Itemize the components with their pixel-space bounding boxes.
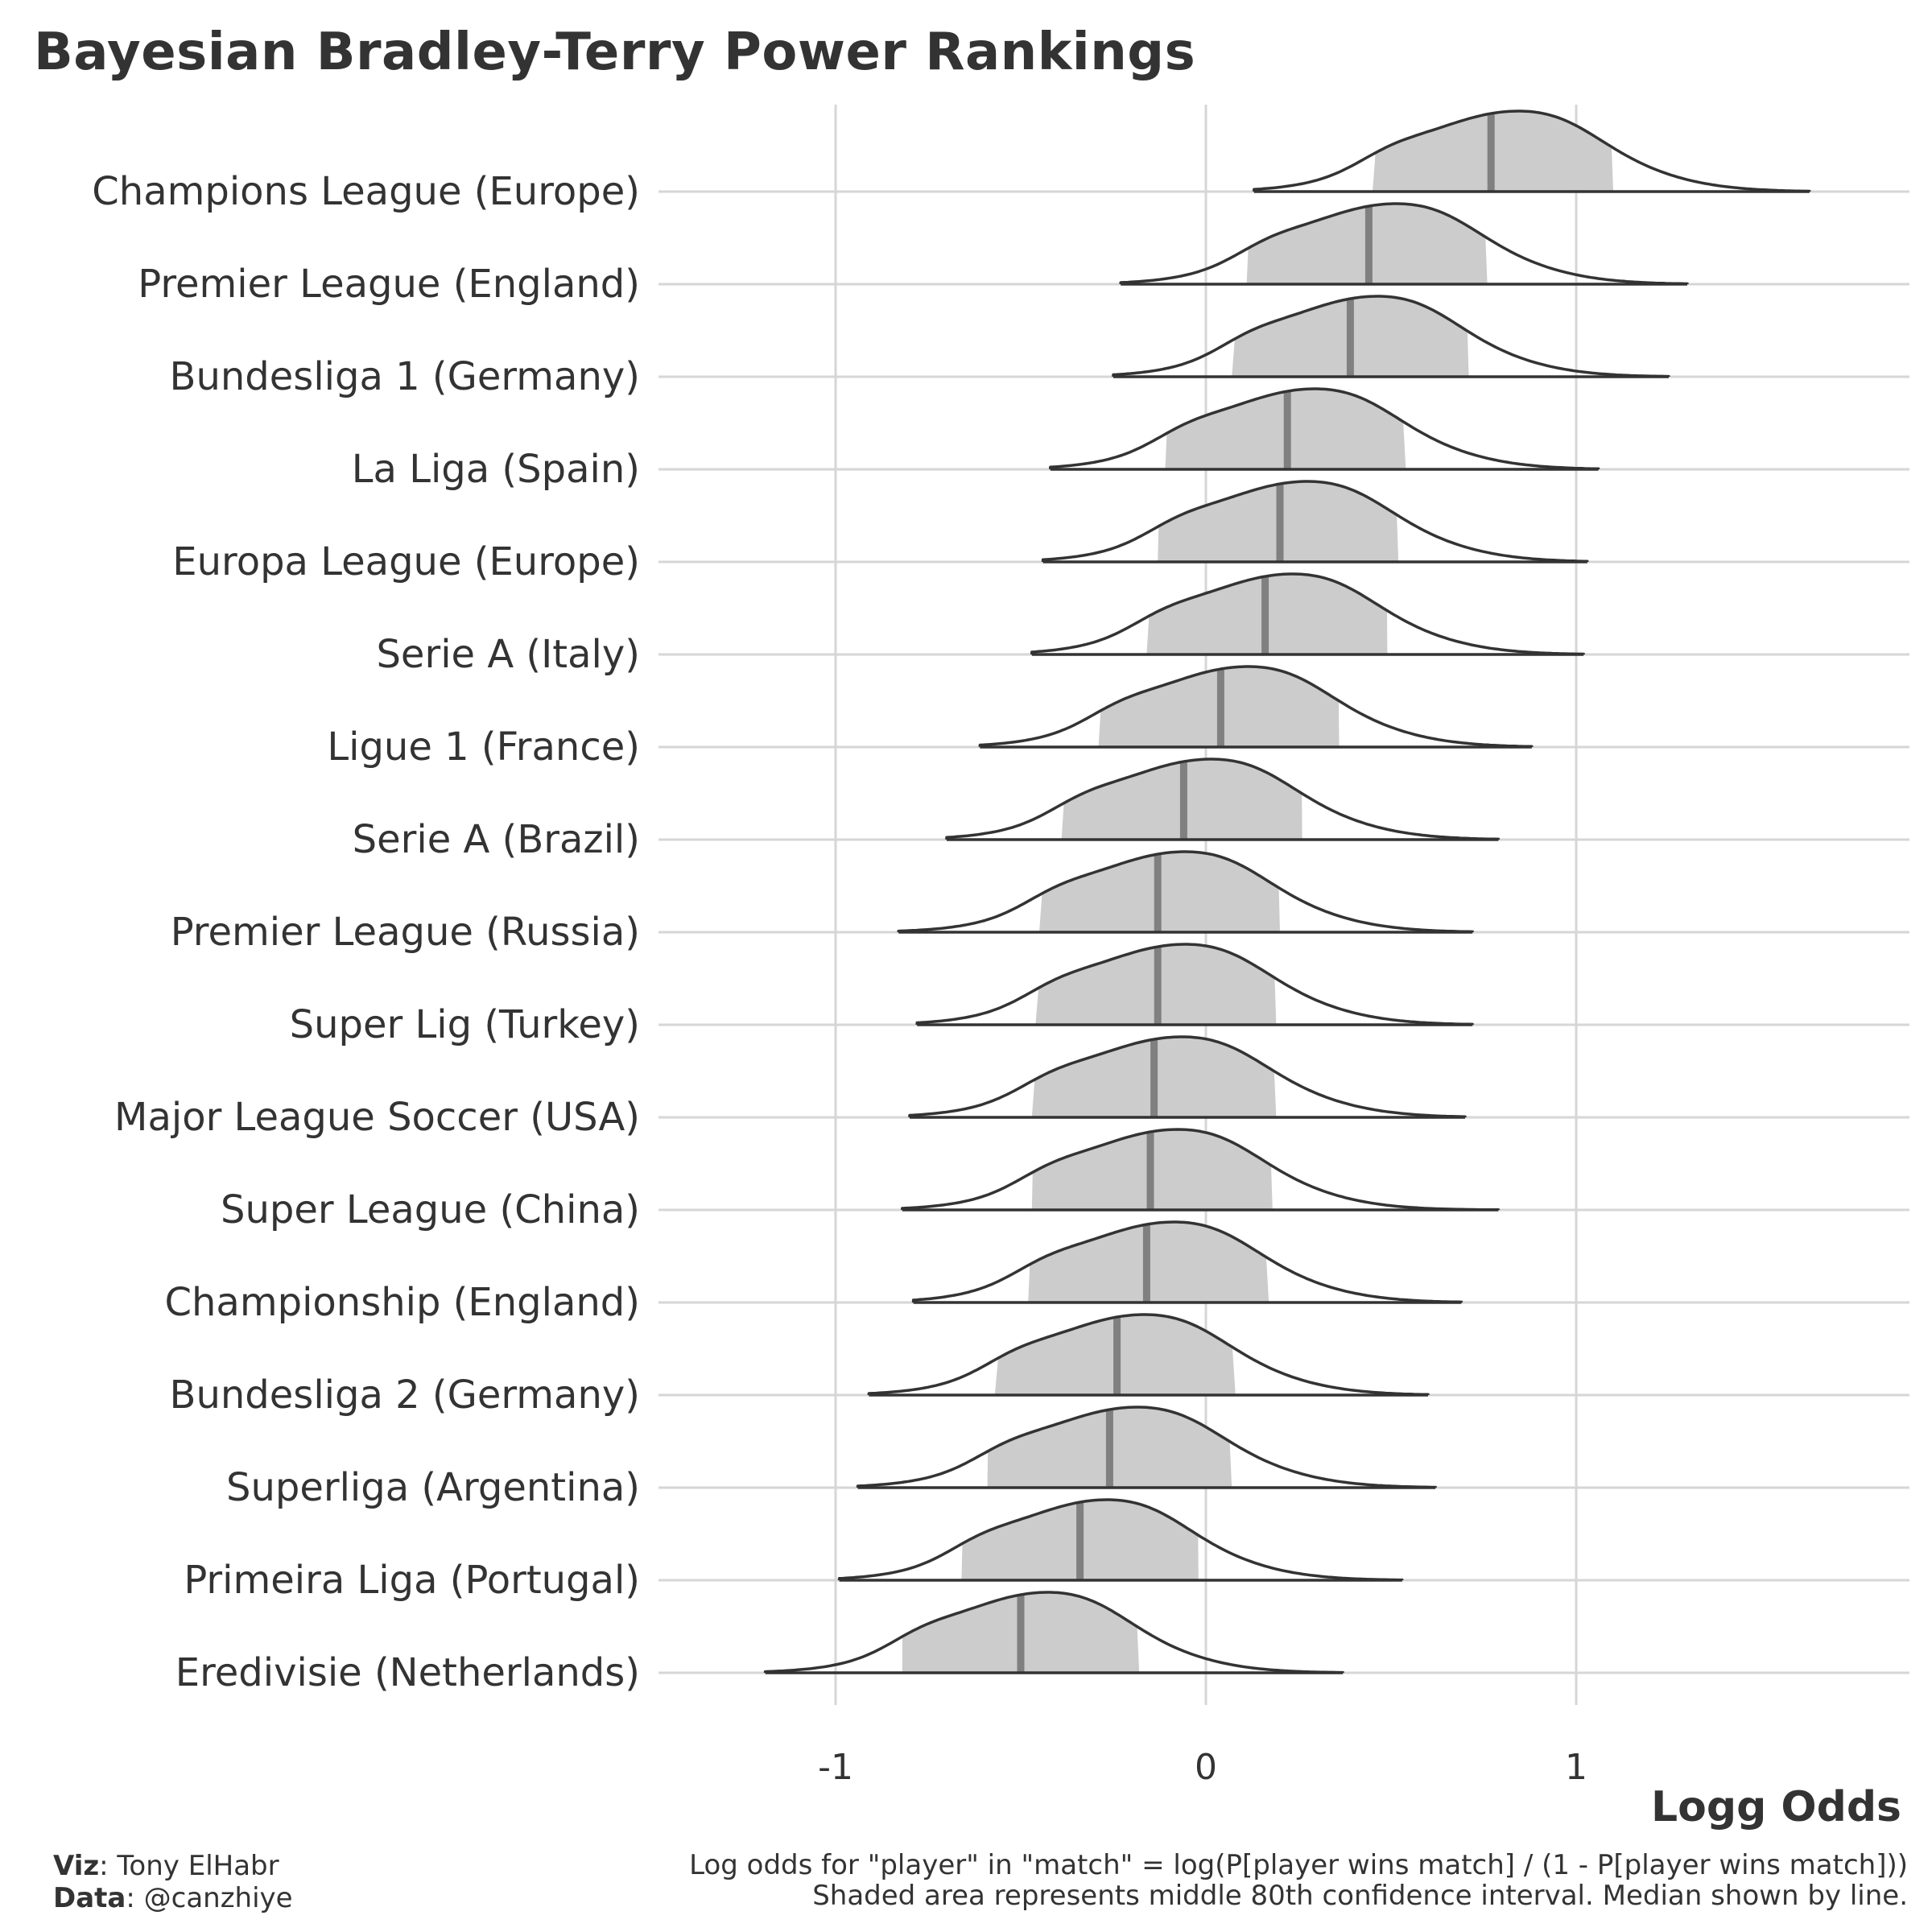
- density-outline: [901, 1128, 1501, 1212]
- ridge: [897, 850, 1474, 934]
- density-outline: [978, 665, 1534, 749]
- density-outline: [837, 1498, 1404, 1582]
- credit-data-label: Data: [53, 1882, 126, 1914]
- caption-note: Log odds for "player" in "match" = log(P…: [689, 1850, 1908, 1911]
- density-outline: [867, 1313, 1430, 1397]
- y-tick-label: Bundesliga 2 (Germany): [170, 1373, 640, 1418]
- y-tick-label: Primeira Liga (Portugal): [184, 1558, 640, 1603]
- credit-data-value: : @canzhiye: [126, 1882, 293, 1914]
- y-axis-labels: Champions League (Europe) Premier League …: [92, 169, 640, 1695]
- x-tick-label: 0: [1195, 1747, 1217, 1788]
- x-tick-label: -1: [818, 1747, 853, 1788]
- caption-credits: Viz: Tony ElHabr Data: @canzhiye: [53, 1850, 293, 1914]
- density-outline: [911, 1220, 1463, 1304]
- ridges: [763, 109, 1811, 1674]
- x-axis-title: Logg Odds: [1651, 1783, 1901, 1831]
- credit-viz-value: : Tony ElHabr: [99, 1850, 279, 1882]
- density-outline: [856, 1406, 1437, 1489]
- ridge: [945, 758, 1501, 841]
- ridge: [915, 943, 1474, 1026]
- ridge: [1030, 572, 1585, 656]
- x-tick-label: 1: [1565, 1747, 1587, 1788]
- y-tick-label: La Liga (Spain): [352, 447, 640, 492]
- ridge: [978, 665, 1534, 749]
- density-outline: [1041, 480, 1589, 564]
- ridge: [1119, 202, 1689, 286]
- density-outline: [908, 1035, 1467, 1118]
- density-outline: [1030, 572, 1585, 656]
- ridge: [1041, 480, 1589, 564]
- ridge: [837, 1498, 1404, 1582]
- y-tick-label: Serie A (Italy): [376, 632, 640, 677]
- density-outline: [1119, 202, 1689, 286]
- y-tick-label: Ligue 1 (France): [327, 724, 640, 770]
- y-tick-label: Bundesliga 1 (Germany): [170, 354, 640, 399]
- ridge: [1049, 387, 1600, 471]
- ridge: [1112, 295, 1670, 378]
- ridge: [856, 1406, 1437, 1489]
- density-outline: [1253, 109, 1811, 193]
- density-outline: [915, 943, 1474, 1026]
- x-axis-ticks: -1 0 1: [818, 1747, 1587, 1788]
- density-outline: [763, 1591, 1344, 1674]
- y-tick-label: Superliga (Argentina): [226, 1465, 640, 1510]
- y-tick-label: Champions League (Europe): [92, 169, 640, 214]
- chart-title: Bayesian Bradley-Terry Power Rankings: [34, 23, 1196, 82]
- y-tick-label: Premier League (England): [138, 262, 640, 307]
- credit-viz: Viz: Tony ElHabr: [53, 1850, 293, 1882]
- density-outline: [1049, 387, 1600, 471]
- density-outline: [897, 850, 1474, 934]
- caption-note-line1: Log odds for "player" in "match" = log(P…: [689, 1849, 1908, 1881]
- y-tick-label: Premier League (Russia): [171, 910, 640, 955]
- credit-viz-label: Viz: [53, 1850, 100, 1882]
- ridge: [901, 1128, 1501, 1212]
- y-tick-label: Major League Soccer (USA): [114, 1095, 640, 1140]
- y-tick-label: Championship (England): [164, 1280, 640, 1325]
- y-tick-label: Super League (China): [221, 1187, 640, 1232]
- ridge: [867, 1313, 1430, 1397]
- ridge: [1253, 109, 1811, 193]
- y-tick-label: Super Lig (Turkey): [290, 1002, 640, 1047]
- y-tick-label: Eredivisie (Netherlands): [175, 1650, 640, 1695]
- y-tick-label: Europa League (Europe): [172, 539, 640, 584]
- ridge: [911, 1220, 1463, 1304]
- credit-data: Data: @canzhiye: [53, 1882, 293, 1914]
- density-outline: [945, 758, 1501, 841]
- density-outline: [1112, 295, 1670, 378]
- ridge: [763, 1591, 1344, 1674]
- caption-note-line2: Shaded area represents middle 80th confi…: [812, 1880, 1908, 1912]
- ridge: [908, 1035, 1467, 1119]
- y-tick-label: Serie A (Brazil): [353, 817, 640, 862]
